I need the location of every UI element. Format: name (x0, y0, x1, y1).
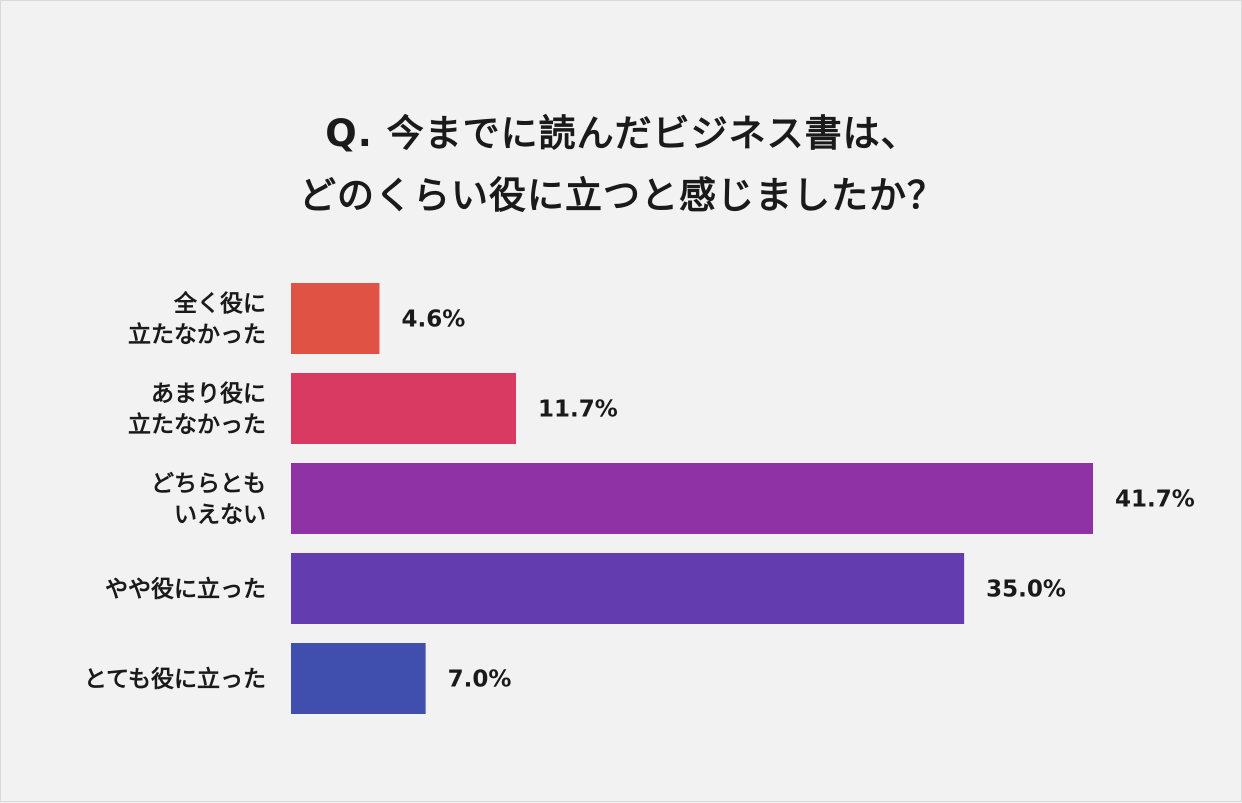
chart-title: Q. 今までに読んだビジネス書は、 どのくらい役に立つと感じましたか？ (1, 103, 1242, 227)
bar-4 (291, 553, 965, 624)
category-label-5-line-1: とても役に立った (84, 666, 266, 693)
bar-3 (291, 463, 1093, 534)
value-label-3: 41.7% (1115, 487, 1195, 513)
category-label-3-line-1: どちらとも (151, 471, 266, 497)
value-label-1: 4.6% (401, 307, 465, 333)
category-label-4-line-1: やや役に立った (105, 576, 266, 603)
bar-2 (291, 373, 517, 444)
category-label-1-line-2: 立たなかった (128, 321, 266, 348)
value-label-4: 35.0% (986, 577, 1066, 603)
category-label-3-line-2: いえない (174, 502, 266, 528)
bar-1 (291, 283, 380, 354)
title-line-1: Q. 今までに読んだビジネス書は、 (325, 112, 919, 155)
category-label-2-line-1: あまり役に (151, 381, 266, 407)
value-label-2: 11.7% (538, 397, 618, 423)
value-label-5: 7.0% (448, 667, 512, 693)
category-label-2-line-2: 立たなかった (128, 411, 266, 438)
category-label-1-line-1: 全く役に (173, 290, 266, 317)
bar-5 (291, 643, 426, 714)
title-line-2: どのくらい役に立つと感じましたか？ (299, 174, 945, 217)
